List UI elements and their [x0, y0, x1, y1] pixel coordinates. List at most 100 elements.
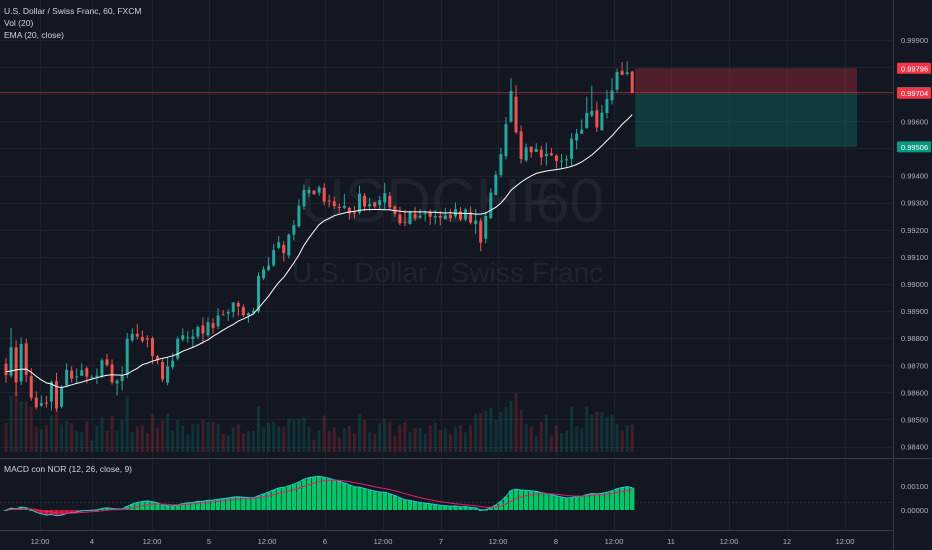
volume-bar [499, 411, 503, 452]
macd-histogram-bar [125, 506, 130, 510]
candle-body [408, 212, 412, 224]
macd-histogram-bar [34, 509, 39, 513]
candle-body [216, 315, 220, 327]
volume-bar [413, 428, 417, 452]
volume-bar [55, 403, 58, 452]
candle-body [469, 212, 473, 223]
macd-histogram-bar [458, 506, 463, 510]
volume-bar [125, 396, 129, 452]
candle-body [231, 302, 235, 312]
volume-bar [453, 427, 457, 452]
volume-bar [49, 415, 53, 452]
price-tag-box [897, 62, 931, 74]
macd-histogram-bar [402, 499, 408, 510]
volume-bar [448, 434, 452, 452]
candle-body [383, 193, 387, 203]
macd-histogram-bar [135, 502, 140, 510]
volume-bar [201, 419, 205, 452]
candle-body [499, 154, 503, 176]
candle-body [312, 190, 316, 195]
volume-bar [251, 430, 255, 452]
time-tick-label: 12:00 [143, 537, 162, 546]
take-profit-zone[interactable] [635, 93, 857, 147]
volume-bar [469, 424, 473, 452]
macd-histogram-bar [508, 490, 514, 510]
candle-body [145, 338, 149, 340]
macd-tick-label: 0.00100 [901, 482, 928, 491]
macd-histogram-bar [630, 487, 635, 510]
candle-body [246, 313, 250, 316]
candle-body [221, 314, 225, 316]
candle-body [287, 234, 291, 256]
candle-body [413, 213, 417, 219]
macd-legend[interactable]: MACD con NOR (12, 26, close, 9) [4, 464, 132, 474]
price-tick-label: 0.98500 [901, 415, 928, 424]
candle-body [580, 129, 584, 134]
volume-bars [4, 392, 634, 452]
macd-histogram-bar [261, 493, 266, 510]
candle-body [549, 153, 553, 156]
volume-bar [115, 431, 119, 452]
volume-bar [221, 434, 225, 452]
candle-body [34, 397, 38, 408]
macd-histogram-bar [428, 503, 433, 510]
macd-histogram-bar [246, 497, 251, 510]
watermark-name: U.S. Dollar / Swiss Franc [292, 257, 603, 288]
candle-body [201, 325, 205, 334]
volume-bar [620, 430, 624, 452]
time-axis[interactable]: 12:00 4 12:00 5 12:00 6 12:00 7 12:00 8 12:00 11 12:… [31, 537, 855, 546]
macd-histogram-bar [18, 506, 24, 510]
macd-histogram-bar [422, 503, 428, 510]
volume-bar [9, 396, 13, 452]
price-tag-box [897, 141, 931, 153]
price-tick-label: 0.99900 [901, 36, 928, 45]
volume-bar [156, 427, 159, 452]
volume-bar [302, 417, 306, 452]
volume-bar [226, 435, 230, 452]
macd-histogram-bar [301, 479, 307, 510]
macd-axis[interactable]: 0.00100 0.00000 [901, 482, 928, 515]
time-tick-label: 12:00 [374, 537, 393, 546]
price-tag-box [897, 87, 931, 99]
candle-body [484, 215, 488, 239]
macd-histogram-bar [473, 507, 478, 510]
volume-bar [398, 424, 402, 452]
time-tick-label: 8 [554, 537, 558, 546]
candle-body [327, 200, 331, 202]
volume-bar [231, 427, 235, 452]
ema-legend[interactable]: EMA (20, close) [4, 30, 64, 40]
candle-body [257, 275, 260, 312]
candle-body [166, 366, 170, 383]
chart-title[interactable]: U.S. Dollar / Swiss Franc, 60, FXCM [4, 6, 141, 16]
candle-body [135, 333, 139, 337]
time-tick-label: 7 [439, 537, 443, 546]
price-tag-label: 0.99704 [901, 89, 928, 98]
volume-bar [161, 420, 165, 452]
volume-bar [186, 434, 190, 452]
candle-body [277, 242, 281, 248]
macd-histogram-bar [443, 505, 448, 510]
macd-histogram-bar [170, 506, 175, 510]
macd-histogram-bar [448, 506, 453, 510]
volume-bar [166, 413, 170, 452]
macd-histogram-bar [362, 488, 367, 510]
volume-legend[interactable]: Vol (20) [4, 18, 33, 28]
volume-bar [565, 430, 569, 452]
short-position-tool[interactable] [635, 68, 857, 147]
volume-bar [44, 425, 48, 452]
macd-histogram-bar [544, 493, 549, 510]
volume-bar [282, 427, 286, 452]
macd-histogram-bar [614, 488, 620, 510]
stop-loss-zone[interactable] [635, 68, 857, 94]
volume-bar [105, 430, 109, 452]
volume-bar [494, 420, 498, 452]
macd-histogram-bar [145, 500, 150, 510]
volume-bar [479, 413, 483, 452]
macd-histogram-bar [64, 509, 69, 514]
volume-bar [524, 424, 528, 452]
price-tick-label: 0.99000 [901, 280, 928, 289]
candle-body [615, 72, 619, 90]
volume-bar [630, 424, 634, 452]
candle-body [39, 402, 43, 406]
candle-body [448, 214, 452, 219]
